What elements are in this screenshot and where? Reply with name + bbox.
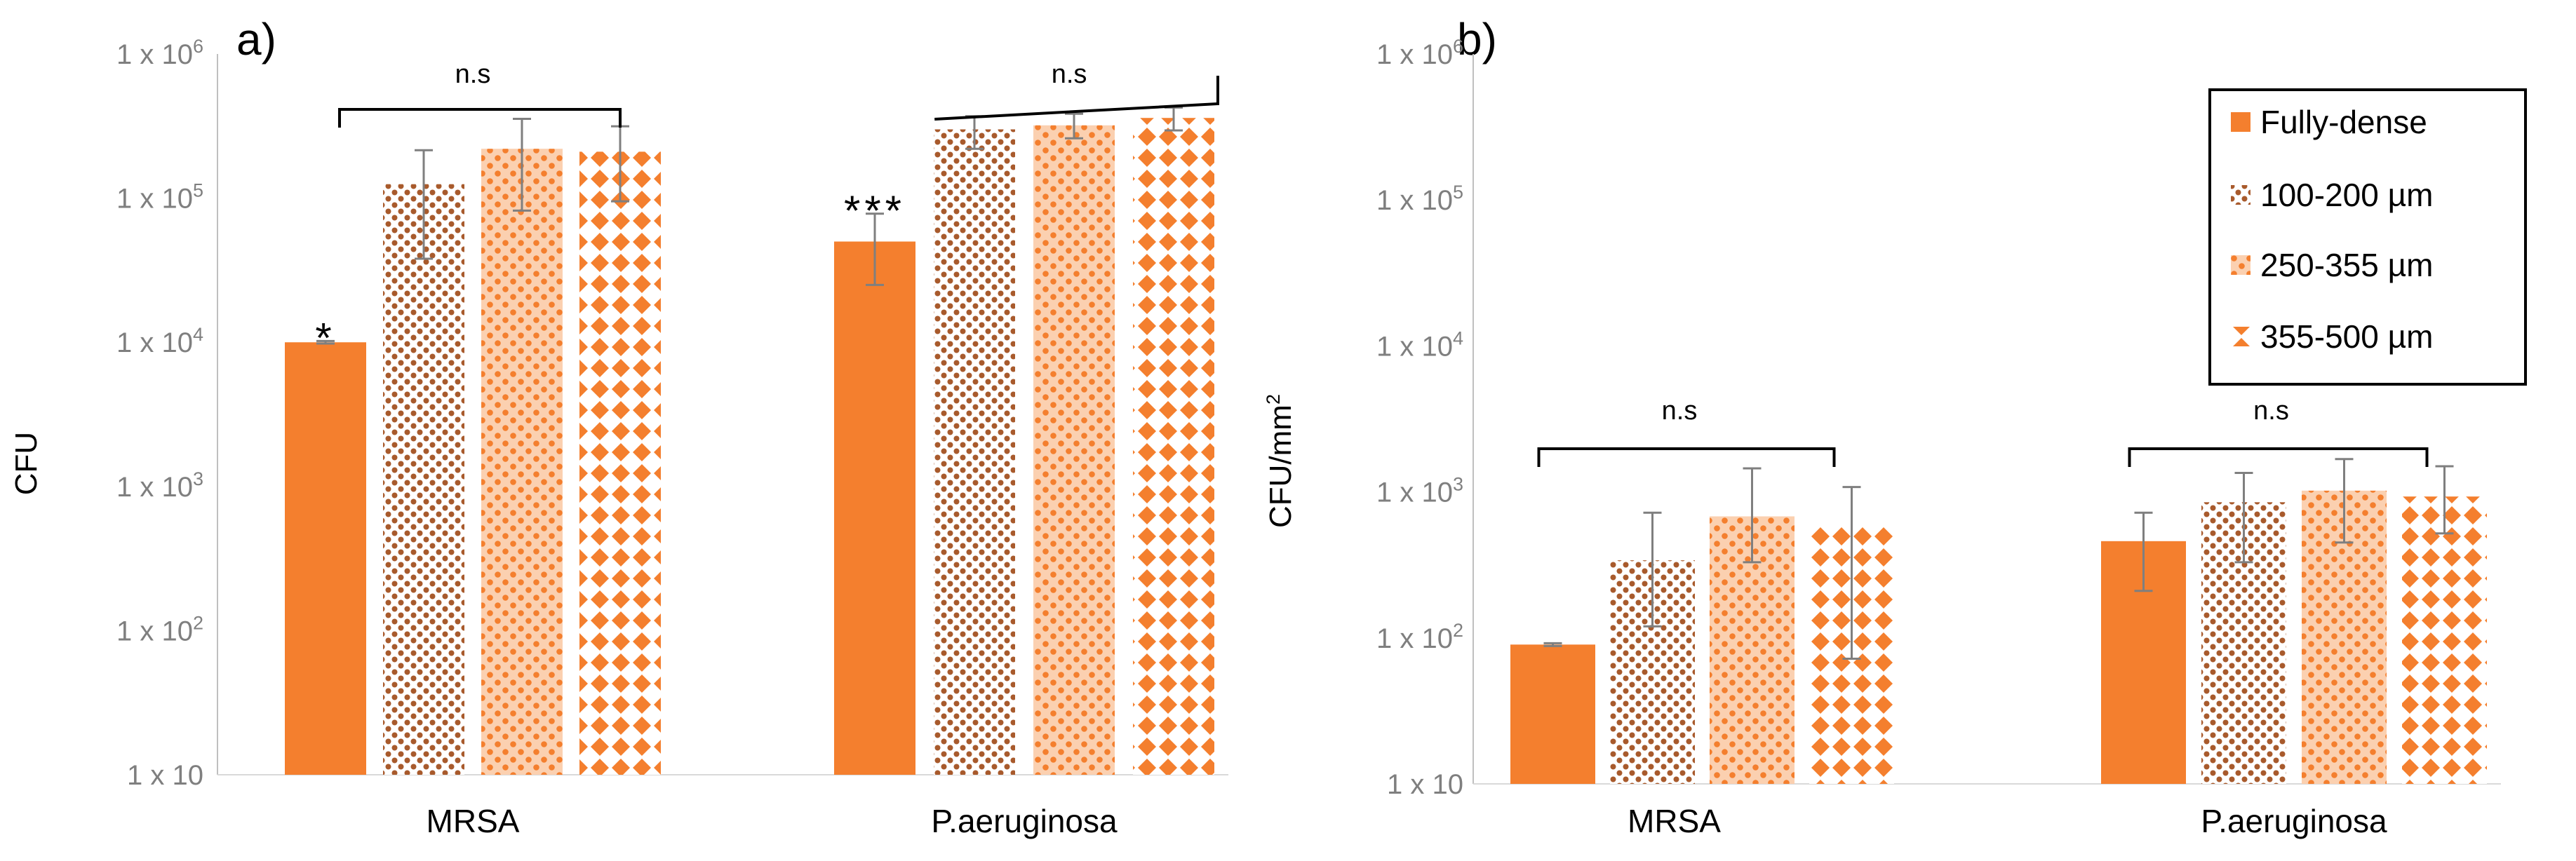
bar-a-paeruginosa-355-500 (1133, 118, 1214, 775)
bar-a-paeruginosa-250-355 (1033, 125, 1115, 775)
legend-box (2208, 88, 2527, 386)
panel-label-b: b) (1457, 14, 1497, 65)
legend: Fully-dense 100-200 µm 250-355 µm 355-50… (2208, 88, 2527, 386)
y-tick-base-a-4: 1 x 10 (116, 184, 193, 215)
significance-label-a-0: n.s (455, 60, 491, 89)
legend-swatch-250-355 (2231, 255, 2250, 275)
y-tick-label-b-5: 1 x 106 (1376, 36, 1463, 70)
y-axis-label-sup-b: 2 (1263, 394, 1284, 405)
y-tick-label-b-2: 1 x 103 (1376, 474, 1463, 508)
y-tick-exp-a-4: 5 (193, 180, 203, 201)
y-tick-exp-b-1: 2 (1453, 620, 1463, 641)
y-tick-label-b-4: 1 x 105 (1376, 182, 1463, 216)
significance-bracket-a-0 (338, 108, 622, 128)
y-tick-exp-a-2: 3 (193, 468, 203, 489)
significance-label-b-1: n.s (2253, 396, 2289, 426)
panel-label-a: a) (236, 14, 276, 65)
y-tick-label-a-5: 1 x 106 (116, 36, 203, 70)
y-tick-base-a-0: 1 x 10 (127, 760, 203, 791)
y-tick-label-a-0: 1 x 10 (127, 760, 203, 791)
y-tick-exp-a-1: 2 (193, 612, 203, 633)
significance-label-a-1: n.s (1052, 60, 1087, 89)
bar-a-mrsa-355-500 (579, 151, 661, 775)
y-tick-exp-b-4: 5 (1453, 182, 1463, 203)
category-label-b-1: P.aeruginosa (2201, 803, 2387, 839)
y-tick-label-a-3: 1 x 104 (116, 324, 203, 358)
y-tick-label-b-3: 1 x 104 (1376, 327, 1463, 362)
y-tick-base-a-1: 1 x 10 (116, 616, 193, 646)
y-tick-base-b-5: 1 x 10 (1376, 39, 1453, 70)
significance-bracket-b-1 (2128, 447, 2429, 467)
legend-swatch-355-500 (2231, 327, 2250, 346)
legend-label-355-500: 355-500 µm (2260, 318, 2433, 355)
y-tick-base-b-2: 1 x 10 (1376, 477, 1453, 508)
bar-a-mrsa-250-355 (481, 149, 563, 775)
legend-swatch-fully-dense (2231, 112, 2250, 132)
category-label-b-0: MRSA (1628, 803, 1721, 839)
y-tick-base-b-0: 1 x 10 (1387, 769, 1463, 800)
significance-stars-a-0: * (315, 314, 335, 361)
significance-bracket-a-1 (934, 76, 1219, 121)
y-tick-base-b-1: 1 x 10 (1376, 623, 1453, 654)
y-tick-exp-b-5: 6 (1453, 36, 1463, 57)
bar-a-paeruginosa-fully-dense (834, 241, 915, 775)
bar-b-mrsa-fully-dense (1510, 644, 1595, 784)
y-tick-base-a-3: 1 x 10 (116, 327, 193, 358)
y-tick-exp-b-2: 3 (1453, 474, 1463, 495)
y-axis-label-a: CFU (9, 432, 43, 495)
bar-b-paeruginosa-355-500 (2402, 496, 2487, 784)
category-label-a-0: MRSA (427, 803, 520, 839)
y-tick-exp-b-3: 4 (1453, 327, 1463, 348)
legend-label-100-200: 100-200 µm (2260, 177, 2433, 213)
significance-stars-a-1: *** (844, 187, 906, 234)
y-tick-label-b-1: 1 x 102 (1376, 620, 1463, 654)
y-axis-label-b: CFU/mm2 (1263, 394, 1298, 528)
legend-label-fully-dense: Fully-dense (2260, 104, 2427, 140)
significance-label-b-0: n.s (1662, 396, 1698, 426)
y-tick-label-b-0: 1 x 10 (1387, 769, 1463, 800)
bar-a-mrsa-100-200 (383, 184, 464, 775)
legend-label-250-355: 250-355 µm (2260, 247, 2433, 283)
y-tick-exp-a-3: 4 (193, 324, 203, 345)
y-tick-label-a-1: 1 x 102 (116, 612, 203, 646)
bar-a-paeruginosa-100-200 (934, 129, 1015, 775)
y-tick-label-a-2: 1 x 103 (116, 468, 203, 503)
legend-swatch-100-200 (2231, 185, 2250, 205)
y-tick-base-a-5: 1 x 10 (116, 39, 193, 70)
significance-bracket-b-0 (1537, 447, 1836, 467)
category-label-a-1: P.aeruginosa (931, 803, 1118, 839)
y-tick-base-b-4: 1 x 10 (1376, 185, 1453, 216)
y-tick-label-a-4: 1 x 105 (116, 180, 203, 215)
y-tick-base-b-3: 1 x 10 (1376, 331, 1453, 362)
y-tick-exp-a-5: 6 (193, 36, 203, 57)
bar-a-mrsa-fully-dense (285, 342, 366, 775)
y-tick-base-a-2: 1 x 10 (116, 472, 193, 503)
